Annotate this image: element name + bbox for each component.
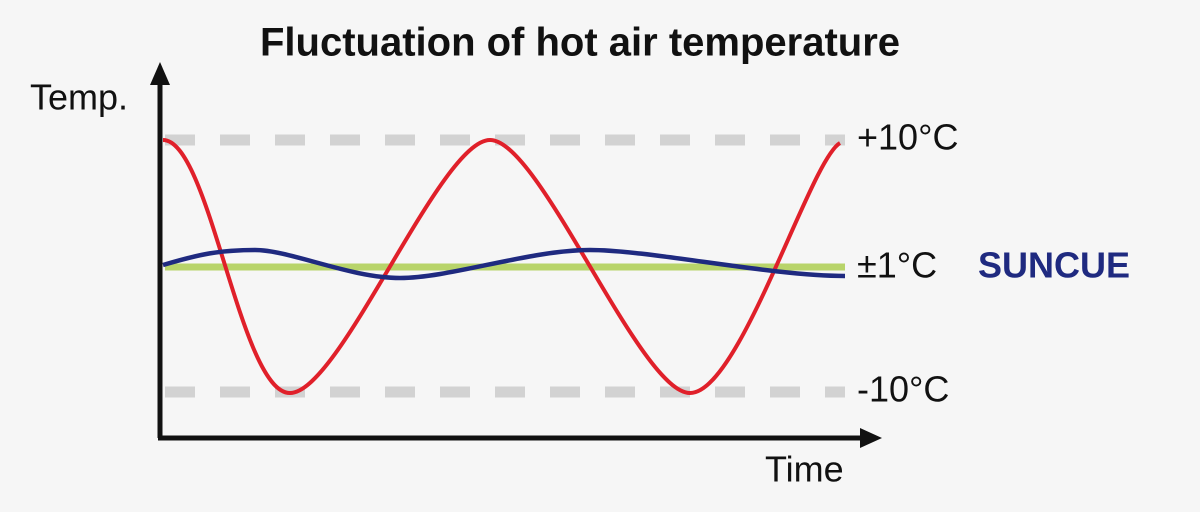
x-axis-label: Time [765, 449, 844, 490]
y-axis-label: Temp. [30, 77, 128, 118]
suncue-curve [162, 247, 846, 281]
x-axis-arrow [860, 428, 882, 448]
brand-label: SUNCUE [978, 245, 1130, 286]
title: Fluctuation of hot air temperature [260, 21, 900, 65]
middle-level-label: ±1°C [857, 245, 937, 286]
lower-level-label: -10°C [857, 369, 949, 410]
y-axis-arrow [150, 62, 170, 85]
conventional-curve [162, 137, 842, 396]
upper-level-label: +10°C [857, 117, 958, 158]
